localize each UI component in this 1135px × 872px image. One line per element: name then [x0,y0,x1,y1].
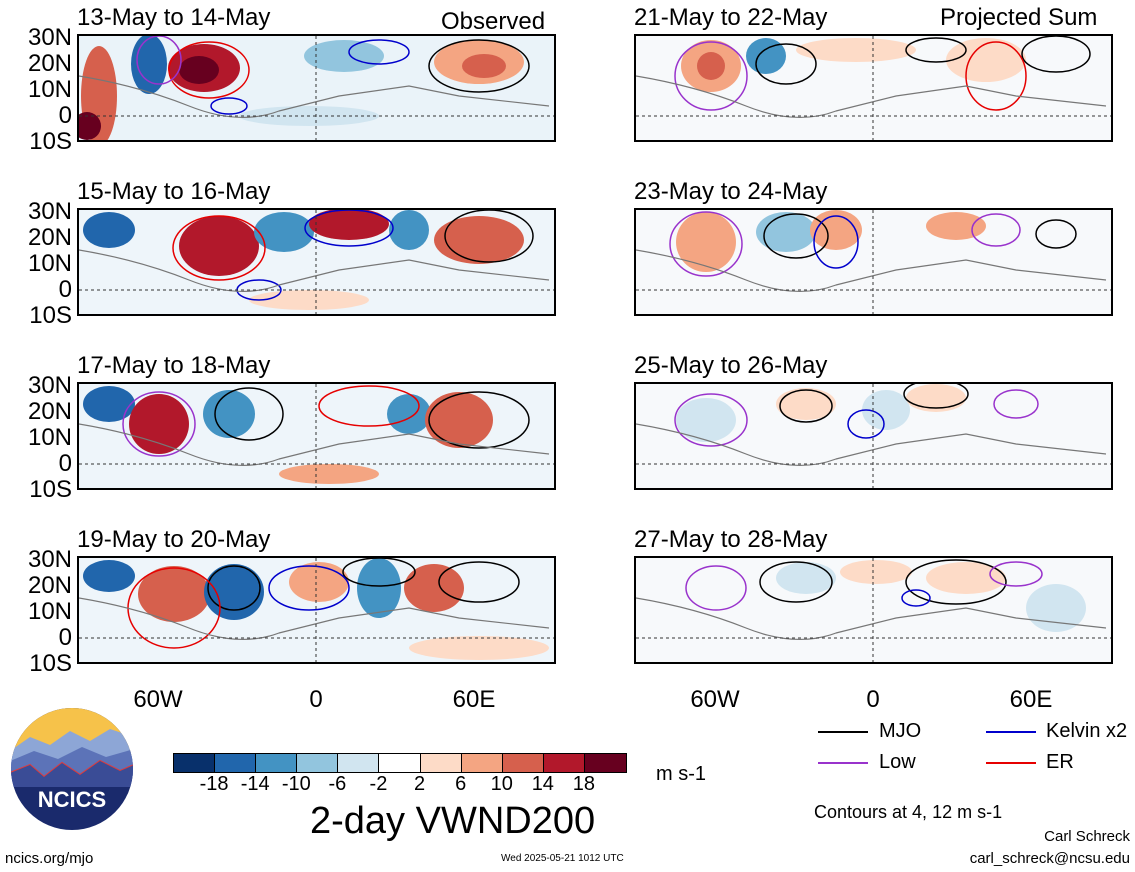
map-panel-projected-3 [634,382,1113,490]
lat-label: 20N [27,50,72,77]
colorbar-tick-label: -10 [281,773,311,795]
panel-title: 25-May to 26-May [634,352,828,379]
panel-title: 23-May to 24-May [634,178,828,205]
panel-title: 15-May to 16-May [77,178,271,205]
colorbar-cell [174,754,216,772]
footer-timestamp: Wed 2025-05-21 1012 UTC [501,853,624,864]
lat-label: 0 [58,624,72,651]
legend-line-low [818,762,868,764]
main-title: 2-day VWND200 [310,800,596,842]
map-panel-projected-2 [634,208,1113,316]
colorbar-cell [420,754,462,772]
panel-title: 27-May to 28-May [634,526,828,553]
colorbar-cell [256,754,298,772]
colorbar-tick-label: 6 [455,773,467,795]
vwnd-map [636,558,1111,662]
footer-url: ncics.org/mjo [5,850,94,867]
colorbar-units: m s-1 [656,763,706,785]
lat-label: 10S [29,302,72,329]
lat-label: 10N [27,250,72,277]
legend-line-kelvin [986,731,1036,733]
map-panel-observed-4 [77,556,556,664]
lat-label: 0 [58,276,72,303]
lat-label: 30N [27,546,72,573]
map-panel-observed-3 [77,382,556,490]
lat-label: 20N [27,224,72,251]
colorbar-tick-label: -2 [369,773,388,795]
lat-label: 10S [29,650,72,677]
vwnd-map [636,384,1111,488]
panel-title: 13-May to 14-May [77,4,271,31]
lat-label: 30N [27,24,72,51]
footer-author: Carl Schreck [1044,828,1130,845]
lat-label: 0 [58,102,72,129]
lat-label: 30N [27,198,72,225]
colorbar-tick-label: -14 [240,773,270,795]
vwnd-map [79,36,554,140]
colorbar-tick-label: 14 [531,773,554,795]
panel-title: 19-May to 20-May [77,526,271,553]
colorbar-cell [297,754,339,772]
lat-label: 30N [27,372,72,399]
lon-label: 60E [1009,686,1053,713]
colorbar-cell [543,754,585,772]
colorbar-cell [215,754,257,772]
vwnd-map [636,36,1111,140]
observed-header: Observed [441,8,546,35]
colorbar-tick-label: 2 [413,773,426,795]
lon-label: 0 [866,686,880,713]
lat-label: 10N [27,598,72,625]
vwnd-map [636,210,1111,314]
lat-label: 0 [58,450,72,477]
lon-label: 60W [690,686,740,713]
colorbar-cell [338,754,380,772]
projected-sum-header: Projected Sum [940,4,1098,31]
footer-email: carl_schreck@ncsu.edu [969,850,1130,867]
lat-label: 10N [27,76,72,103]
lat-label: 20N [27,398,72,425]
legend-label: Kelvin x2 [1046,720,1128,742]
lon-label: 60W [133,686,183,713]
lat-label: 20N [27,572,72,599]
colorbar-tick-label: 10 [490,773,513,795]
map-panel-projected-4 [634,556,1113,664]
ncics-logo: NCICS [10,707,134,831]
colorbar-cell [502,754,544,772]
vwnd-map [79,210,554,314]
colorbar-tick-label: -6 [328,773,347,795]
lon-label: 0 [309,686,323,713]
legend-label: MJO [879,720,922,742]
contours-note: Contours at 4, 12 m s-1 [814,802,1003,822]
map-panel-projected-1 [634,34,1113,142]
colorbar-cell [584,754,626,772]
colorbar [173,753,627,773]
lon-label: 60E [452,686,496,713]
lat-label: 10S [29,476,72,503]
map-panel-observed-2 [77,208,556,316]
vwnd-map [79,384,554,488]
logo-text: NCICS [37,787,107,812]
colorbar-cell [461,754,503,772]
map-panel-observed-1 [77,34,556,142]
legend-label: ER [1046,751,1074,773]
lat-label: 10N [27,424,72,451]
colorbar-cell [379,754,421,772]
ncics-logo-graphic [11,708,133,830]
panel-title: 17-May to 18-May [77,352,271,379]
legend-line-mjo [818,731,868,733]
lat-label: 10S [29,128,72,155]
panel-title: 21-May to 22-May [634,4,828,31]
vwnd-map [79,558,554,662]
legend-label: Low [879,751,916,773]
colorbar-tick-label: 18 [572,773,596,795]
legend-line-er [986,762,1036,764]
colorbar-tick-label: -18 [199,773,229,795]
